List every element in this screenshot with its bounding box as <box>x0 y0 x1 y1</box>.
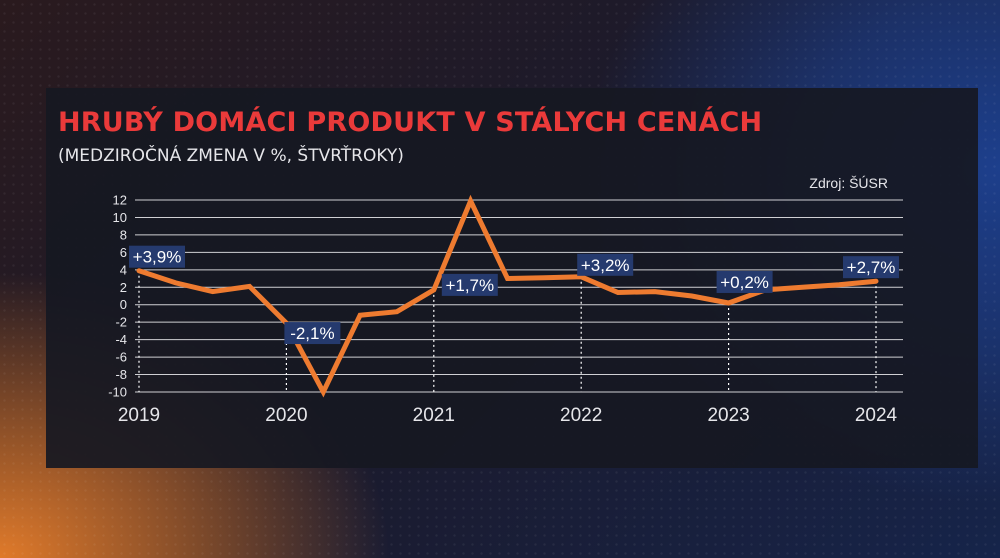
chart-subtitle: (MEDZIROČNÁ ZMENA V %, ŠTVRŤROKY) <box>58 146 404 166</box>
x-tick-label: 2021 <box>413 405 455 426</box>
annotation-label-text: +3,2% <box>581 256 630 275</box>
annotation-label-box <box>129 245 185 268</box>
annotation-label-text: -2,1% <box>290 324 334 343</box>
y-tick-label: -2 <box>115 315 127 330</box>
y-tick-label: 2 <box>120 280 127 295</box>
annotation-label-text: +0,2% <box>720 273 769 292</box>
annotation-label-text: +1,7% <box>445 276 494 295</box>
annotation-label-box <box>716 270 773 293</box>
annotation-label-box <box>284 322 341 345</box>
source-label: Zdroj: ŠÚSR <box>809 175 888 191</box>
annotation-label: +3,9% <box>129 245 185 268</box>
y-tick-label: 10 <box>113 210 127 225</box>
x-tick-label: 2024 <box>855 405 898 426</box>
y-tick-label: -6 <box>115 350 127 365</box>
x-axis-ticks: 2019 2020 2021 2022 2023 2024 <box>118 405 898 426</box>
annotation-label-box <box>843 256 899 279</box>
x-tick-label: 2023 <box>707 405 749 426</box>
annotation-label-box <box>441 273 498 296</box>
y-tick-label: 0 <box>120 297 127 312</box>
x-tick-label: 2020 <box>265 405 307 426</box>
annotation-label: +3,2% <box>577 253 634 276</box>
annotation-labels: +3,9% -2,1% +1,7% +3,2% +0,2% +2,7% <box>129 245 899 345</box>
annotation-label-text: +2,7% <box>847 258 896 277</box>
annotation-label: +2,7% <box>843 256 899 279</box>
grid-lines <box>135 199 903 393</box>
gdp-series-line <box>136 194 879 398</box>
annotation-label: -2,1% <box>284 322 341 345</box>
annotation-label: +0,2% <box>716 270 773 293</box>
x-tick-label: 2019 <box>118 405 160 426</box>
chart-title: HRUBÝ DOMÁCI PRODUKT V STÁLYCH CENÁCH <box>58 107 763 138</box>
y-axis-ticks: 12 10 8 6 4 2 0 -2 -4 -6 -8 -10 <box>108 193 127 400</box>
y-tick-label: 4 <box>120 262 127 277</box>
y-tick-label: -4 <box>115 332 127 347</box>
y-tick-label: -8 <box>115 367 127 382</box>
y-tick-label: 8 <box>120 227 127 242</box>
x-tick-label: 2022 <box>560 405 602 426</box>
annotation-label-box <box>577 253 634 276</box>
y-tick-label: 6 <box>120 245 127 260</box>
annotation-label: +1,7% <box>441 273 498 296</box>
y-tick-label: 12 <box>113 193 127 208</box>
y-tick-label: -10 <box>108 385 127 400</box>
annotation-label-text: +3,9% <box>133 248 182 267</box>
